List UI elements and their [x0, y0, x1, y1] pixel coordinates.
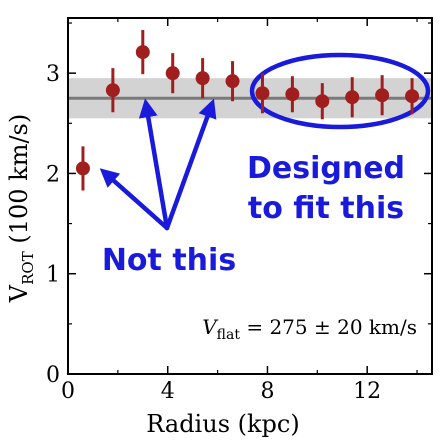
data-point-2: [105, 68, 120, 113]
fit-region-ellipse: [249, 52, 431, 130]
data-marker: [315, 94, 330, 109]
plot-frame: [67, 17, 433, 375]
annotation-arrow-1: [99, 168, 170, 231]
x-tick-label: 4: [161, 379, 175, 404]
data-point-4: [165, 53, 180, 94]
x-tick-label: 0: [61, 379, 75, 404]
data-marker: [105, 83, 120, 98]
y-axis-label-subscript: ROT: [19, 251, 37, 285]
data-point-11: [375, 75, 390, 116]
vflat-value: = 275 ± 20 km/s: [240, 315, 417, 339]
y-axis-label-main: V: [5, 284, 33, 303]
y-axis-label: VROT (100 km/s): [5, 114, 37, 303]
annotation-arrow-2: [138, 98, 170, 231]
vflat-symbol: V: [202, 315, 219, 339]
x-tick-label: 8: [260, 379, 274, 404]
data-marker: [225, 74, 240, 89]
data-marker: [405, 89, 420, 104]
data-points: [75, 30, 420, 191]
y-tick-label: 2: [46, 162, 60, 187]
data-point-3: [135, 30, 150, 75]
annotation-arrow-3: [164, 98, 217, 231]
vflat-value-label: Vflat = 275 ± 20 km/s: [202, 315, 417, 343]
data-marker: [135, 45, 150, 60]
x-tick-label: 12: [353, 379, 381, 404]
data-point-9: [315, 83, 330, 120]
data-point-7: [255, 73, 270, 114]
data-point-8: [285, 76, 300, 113]
designed-annotation-line2: to fit this: [248, 191, 404, 226]
data-point-10: [345, 77, 360, 118]
designed-annotation-line1: Designed: [247, 151, 405, 186]
data-point-12: [405, 78, 420, 115]
data-point-5: [195, 58, 210, 99]
data-marker: [255, 86, 270, 101]
vflat-subscript: flat: [217, 327, 241, 343]
x-axis-label: Radius (kpc): [146, 410, 299, 438]
data-marker: [75, 161, 90, 176]
not-this-arrows: [99, 98, 217, 231]
data-point-1: [75, 146, 90, 191]
y-axis-label-unit: (100 km/s): [5, 114, 33, 252]
data-marker: [285, 87, 300, 102]
y-tick-label: 3: [46, 62, 60, 87]
data-marker: [375, 88, 390, 103]
data-marker: [195, 71, 210, 86]
data-marker: [165, 66, 180, 81]
not-this-annotation: Not this: [102, 243, 236, 278]
data-point-6: [225, 61, 240, 102]
y-tick-label: 1: [46, 263, 60, 288]
y-tick-label: 0: [46, 363, 60, 388]
data-marker: [345, 90, 360, 105]
